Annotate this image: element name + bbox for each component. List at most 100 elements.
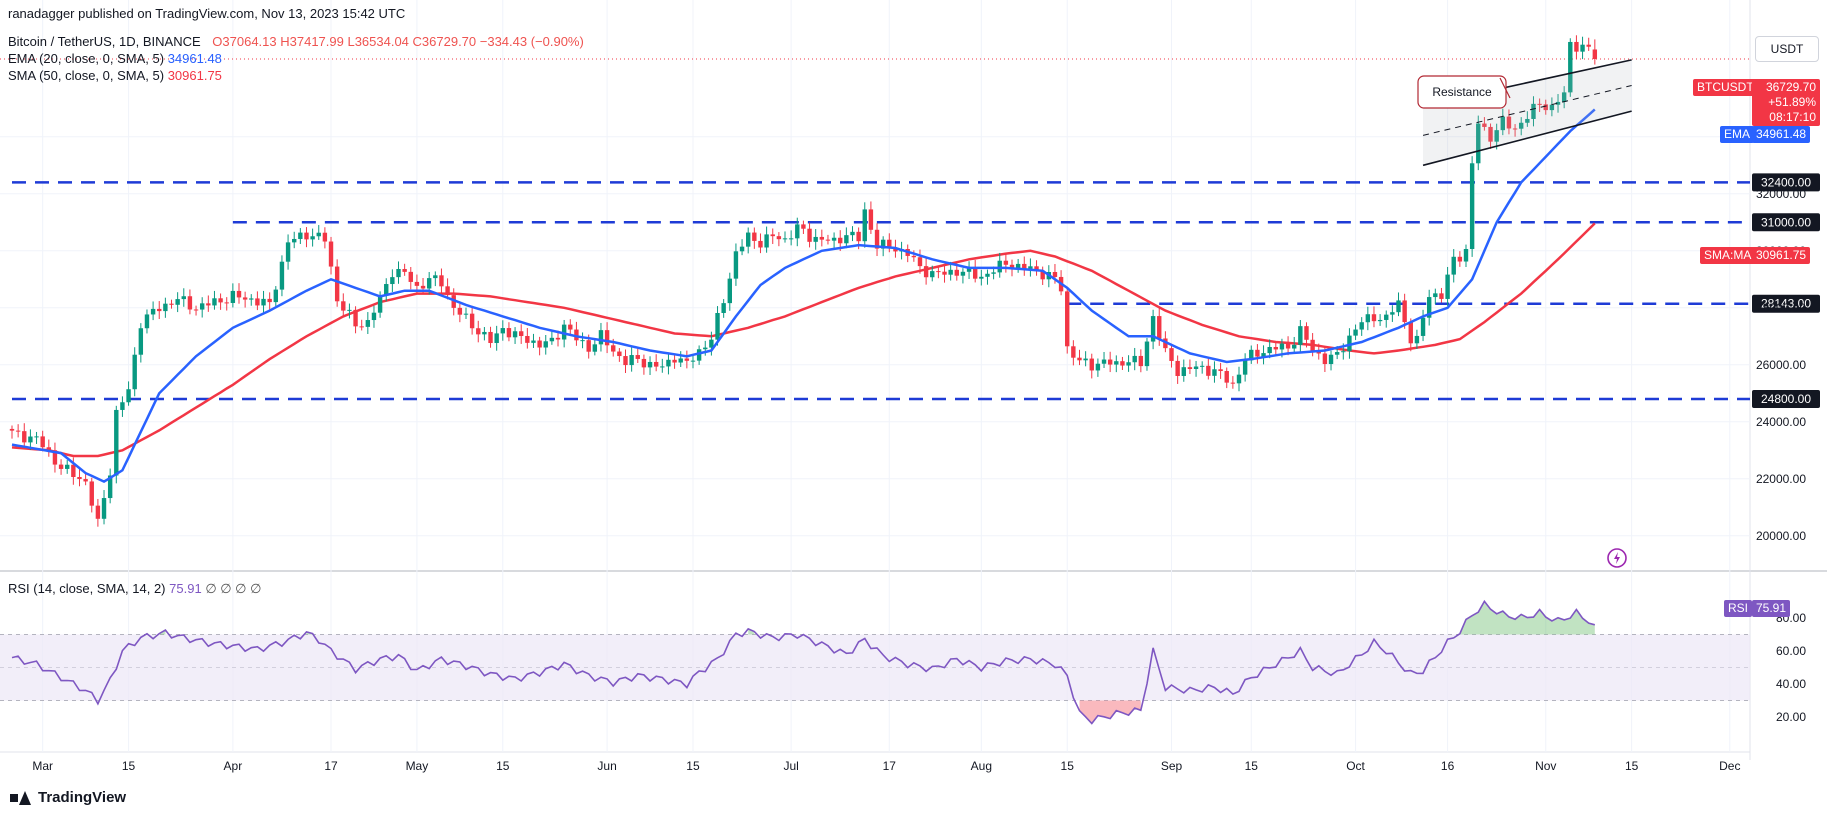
candle-body[interactable] <box>1114 361 1119 365</box>
candle-body[interactable] <box>666 359 671 367</box>
candle-body[interactable] <box>923 266 929 278</box>
candle-body[interactable] <box>426 278 432 289</box>
candle-body[interactable] <box>144 314 150 329</box>
candle-body[interactable] <box>396 268 401 278</box>
candle-body[interactable] <box>586 340 591 352</box>
candle-body[interactable] <box>500 328 505 334</box>
candle-body[interactable] <box>1322 353 1328 365</box>
candle-body[interactable] <box>414 281 420 286</box>
candle-body[interactable] <box>703 347 708 350</box>
candle-body[interactable] <box>1402 300 1407 323</box>
candle-body[interactable] <box>776 236 782 240</box>
candle-body[interactable] <box>1101 359 1107 364</box>
candle-body[interactable] <box>1561 92 1567 102</box>
candle-body[interactable] <box>1488 126 1493 142</box>
candle-body[interactable] <box>267 298 272 303</box>
candle-body[interactable] <box>1077 357 1082 361</box>
candle-body[interactable] <box>273 289 279 303</box>
candle-body[interactable] <box>1230 382 1236 384</box>
candle-body[interactable] <box>1218 369 1223 372</box>
candle-body[interactable] <box>114 409 119 476</box>
candle-body[interactable] <box>972 267 978 279</box>
candle-body[interactable] <box>328 241 334 267</box>
candle-body[interactable] <box>1592 49 1598 60</box>
candle-body[interactable] <box>292 238 297 243</box>
candle-body[interactable] <box>1089 358 1094 371</box>
candle-body[interactable] <box>65 464 70 469</box>
candle-body[interactable] <box>1224 371 1229 383</box>
candle-body[interactable] <box>819 236 825 240</box>
candle-body[interactable] <box>316 232 321 237</box>
candle-body[interactable] <box>1206 365 1211 376</box>
candle-body[interactable] <box>341 301 346 311</box>
candle-body[interactable] <box>261 298 266 306</box>
candle-body[interactable] <box>347 309 352 311</box>
candle-body[interactable] <box>519 331 524 336</box>
candle-body[interactable] <box>1347 335 1352 352</box>
candle-body[interactable] <box>1371 314 1377 322</box>
candle-body[interactable] <box>604 330 610 346</box>
candle-body[interactable] <box>721 303 726 313</box>
candle-body[interactable] <box>1095 363 1101 371</box>
resistance-annotation[interactable]: Resistance <box>1417 75 1511 109</box>
candle-body[interactable] <box>1353 329 1358 336</box>
candle-body[interactable] <box>310 236 315 240</box>
candle-body[interactable] <box>660 366 665 368</box>
candle-body[interactable] <box>1334 352 1340 355</box>
candle-body[interactable] <box>641 358 647 368</box>
channel-middle-line[interactable] <box>1422 85 1632 136</box>
candle-body[interactable] <box>1083 358 1088 361</box>
candle-body[interactable] <box>764 234 769 248</box>
candle-body[interactable] <box>1580 44 1585 52</box>
candle-body[interactable] <box>1261 353 1266 357</box>
candle-body[interactable] <box>1426 297 1432 318</box>
candle-body[interactable] <box>623 356 628 366</box>
candle-body[interactable] <box>715 312 720 340</box>
candle-body[interactable] <box>1169 348 1174 361</box>
candle-body[interactable] <box>1107 359 1113 365</box>
candle-body[interactable] <box>979 276 984 279</box>
candle-body[interactable] <box>1519 122 1524 129</box>
candle-body[interactable] <box>690 360 696 362</box>
candle-body[interactable] <box>126 389 131 403</box>
ema-legend[interactable]: EMA (20, close, 0, SMA, 5) 34961.48 <box>8 51 222 66</box>
candle-body[interactable] <box>629 355 634 366</box>
candle-body[interactable] <box>1457 256 1463 262</box>
candle-body[interactable] <box>592 344 598 352</box>
candle-body[interactable] <box>1476 123 1481 164</box>
candle-body[interactable] <box>580 340 585 342</box>
candle-body[interactable] <box>1463 248 1469 262</box>
candle-body[interactable] <box>1482 123 1487 127</box>
candle-body[interactable] <box>46 447 52 451</box>
candle-body[interactable] <box>1193 366 1199 370</box>
candle-body[interactable] <box>1586 44 1591 47</box>
candle-body[interactable] <box>1506 116 1512 129</box>
candle-body[interactable] <box>1040 270 1045 280</box>
candle-body[interactable] <box>1408 322 1413 344</box>
candle-body[interactable] <box>1279 343 1285 350</box>
candle-body[interactable] <box>242 297 248 300</box>
candle-body[interactable] <box>758 240 763 248</box>
candle-body[interactable] <box>28 436 33 443</box>
candle-body[interactable] <box>1022 263 1027 269</box>
candle-body[interactable] <box>476 328 481 335</box>
candle-body[interactable] <box>1414 335 1420 344</box>
candle-body[interactable] <box>1494 130 1499 142</box>
candle-body[interactable] <box>1555 101 1561 105</box>
candle-body[interactable] <box>1242 360 1248 375</box>
candle-body[interactable] <box>1199 365 1205 367</box>
candle-body[interactable] <box>150 308 156 315</box>
candle-body[interactable] <box>887 239 892 248</box>
candle-body[interactable] <box>359 326 364 328</box>
candle-body[interactable] <box>236 290 242 298</box>
candle-body[interactable] <box>825 239 831 241</box>
candle-body[interactable] <box>1273 346 1279 350</box>
candle-body[interactable] <box>371 312 377 321</box>
candle-body[interactable] <box>390 277 395 285</box>
candle-body[interactable] <box>463 313 469 315</box>
candle-body[interactable] <box>770 234 775 237</box>
candle-body[interactable] <box>408 271 413 282</box>
candle-body[interactable] <box>1052 272 1058 277</box>
candle-body[interactable] <box>1157 316 1162 339</box>
candle-body[interactable] <box>1298 326 1303 345</box>
